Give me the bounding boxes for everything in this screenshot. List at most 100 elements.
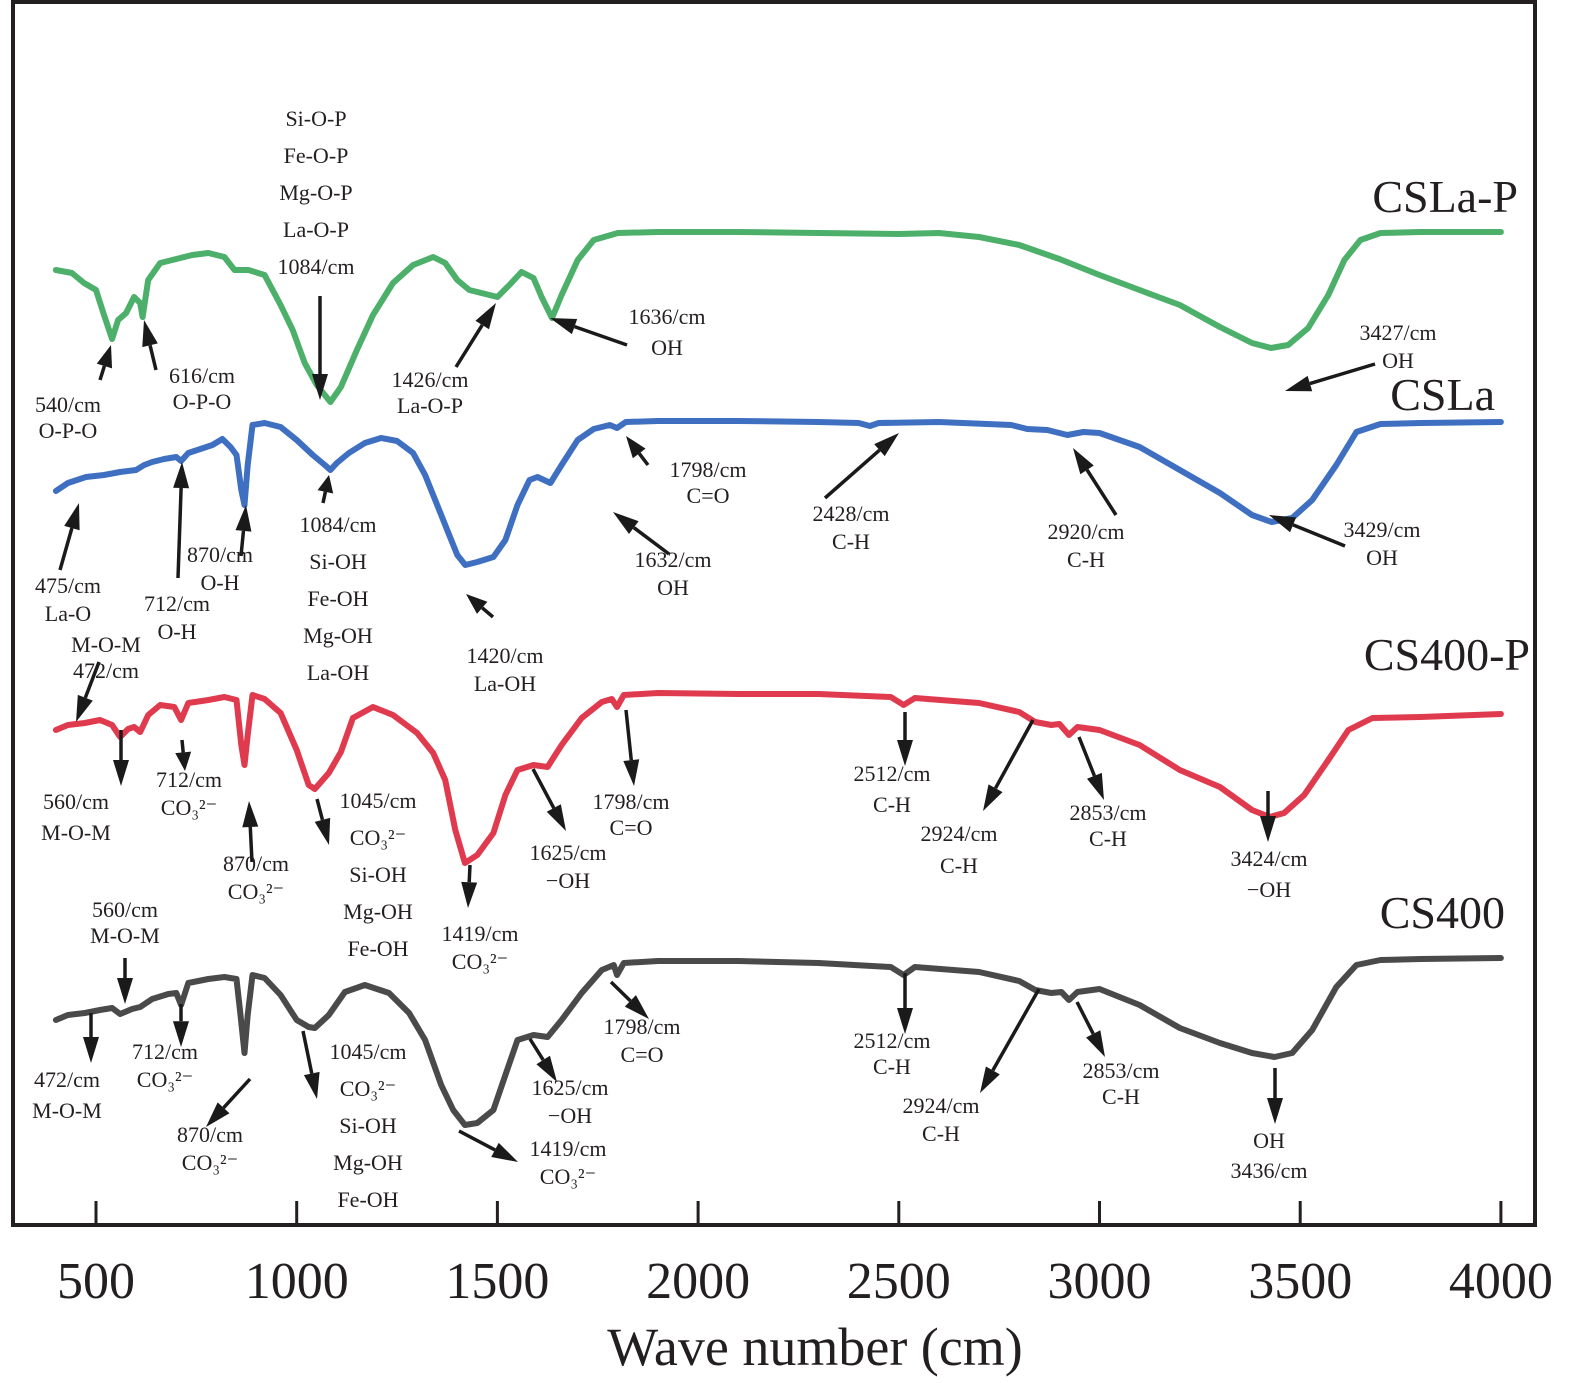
arrow-shaft xyxy=(98,365,107,381)
annotation-text: 3427/cm xyxy=(1360,320,1437,345)
annotation-text: 3429/cm xyxy=(1344,517,1421,542)
arrow-shaft xyxy=(632,526,671,556)
arrow-head-icon xyxy=(117,978,133,1004)
annotation-1419: 1419/cm CO₃²⁻ xyxy=(458,1129,607,1189)
annotation-text: C=O xyxy=(687,483,730,508)
annotation-560: 560/cmM-O-M xyxy=(90,897,160,1004)
annotation-text: 3424/cm xyxy=(1231,846,1308,871)
annotation-text: M-O-M xyxy=(32,1098,102,1123)
annotation-text: 472/cm xyxy=(34,1067,100,1092)
annotation-text: 1419/cm xyxy=(530,1136,607,1161)
arrow-head-icon xyxy=(624,995,649,1019)
annotation-text: 1045/cm xyxy=(340,788,417,813)
annotation-text: Mg-O-P xyxy=(279,180,352,205)
arrow-head-icon xyxy=(897,1008,913,1034)
annotation-text: 3436/cm xyxy=(1231,1158,1308,1183)
annotation-text: Fe-OH xyxy=(307,586,368,611)
arrow-head-icon xyxy=(206,1102,230,1127)
arrow-head-icon xyxy=(142,320,158,348)
annotation-text: 560/cm xyxy=(92,897,158,922)
annotation-text: 712/cm xyxy=(144,591,210,616)
annotation-text: CO₃²⁻ xyxy=(350,825,406,850)
annotation-text: −OH xyxy=(548,1103,592,1128)
arrow-shaft xyxy=(624,709,634,761)
annotation-text: 1636/cm xyxy=(629,304,706,329)
annotation-text: 1632/cm xyxy=(635,547,712,572)
annotation-text: 1625/cm xyxy=(532,1075,609,1100)
annotation-text: 1798/cm xyxy=(670,457,747,482)
plot-border xyxy=(11,0,1537,1227)
annotation-1045: 1045/cm CO₃²⁻ Si-OH Mg-OH Fe-OH xyxy=(301,1030,407,1212)
annotation-1625: 1625/cm −OH xyxy=(530,768,607,893)
annotation-text: 1084/cm xyxy=(300,512,377,537)
annotation-1045: 1045/cm CO₃²⁻ Si-OH Mg-OH Fe-OH xyxy=(314,788,417,961)
arrow-head-icon xyxy=(317,475,334,494)
annotation-text: O-H xyxy=(157,619,196,644)
annotation-1798: 1798/cmC=O xyxy=(593,709,670,840)
arrow-shaft xyxy=(315,798,325,821)
annotation-text: 2512/cm xyxy=(854,1028,931,1053)
arrow-shaft xyxy=(301,1030,314,1074)
annotation-text: Si-OH xyxy=(339,1113,397,1138)
annotation-text: 2924/cm xyxy=(921,821,998,846)
annotation-712: 712/cm CO₃²⁻ xyxy=(132,1004,198,1092)
annotation-text: CO₃²⁻ xyxy=(540,1164,596,1189)
x-tick-label: 1500 xyxy=(445,1253,549,1310)
annotation-1636: 1636/cm OH xyxy=(550,304,706,360)
annotation-text: M-O-M xyxy=(90,923,160,948)
arrow-head-icon xyxy=(980,1066,1000,1093)
annotation-text: Mg-OH xyxy=(343,899,413,924)
annotation-text: 2428/cm xyxy=(813,501,890,526)
series-label: CS400-P xyxy=(1364,629,1530,680)
arrow-head-icon xyxy=(64,503,80,531)
annotation-1798: 1798/cmC=O xyxy=(626,436,747,508)
annotation-616: 616/cmO-P-O xyxy=(142,320,235,414)
annotation-3429: 3429/cm OH xyxy=(1269,515,1421,570)
arrow-head-icon xyxy=(175,751,192,771)
arrow-head-icon xyxy=(1285,375,1313,392)
x-tick-label: 3000 xyxy=(1048,1253,1152,1310)
annotation-text: 475/cm xyxy=(35,573,101,598)
arrow-shaft xyxy=(481,606,495,619)
annotation-1419: 1419/cm CO₃²⁻ xyxy=(442,864,519,974)
annotation-text: CO₃²⁻ xyxy=(182,1150,238,1175)
annotation-text: C-H xyxy=(873,792,911,817)
annotation-text: C-H xyxy=(922,1121,960,1146)
arrow-head-icon xyxy=(235,505,252,532)
x-tick-label: 3500 xyxy=(1248,1253,1352,1310)
arrow-shaft xyxy=(1292,523,1346,548)
annotation-text: C-H xyxy=(873,1054,911,1079)
annotation-540: 540/cmO-P-O xyxy=(35,345,113,443)
arrow-shaft xyxy=(454,324,484,368)
annotation-3427: 3427/cm OH xyxy=(1285,320,1437,392)
arrow-head-icon xyxy=(1260,816,1276,842)
annotation-text: La-O-P xyxy=(397,393,463,418)
arrow-head-icon xyxy=(312,374,328,400)
arrow-head-icon xyxy=(897,740,913,766)
arrow-head-icon xyxy=(1086,772,1104,800)
annotation-text: 870/cm xyxy=(223,851,289,876)
arrow-shaft xyxy=(637,452,650,467)
x-tick-label: 500 xyxy=(57,1253,135,1310)
arrow-shaft xyxy=(458,1129,496,1152)
arrow-shaft xyxy=(1075,1001,1095,1035)
annotation-1084: Si-O-P Fe-O-P Mg-O-P La-O-P 1084/cm xyxy=(278,106,355,400)
arrow-head-icon xyxy=(546,804,566,831)
annotation-text: OH xyxy=(657,575,689,600)
arrow-shaft xyxy=(531,768,556,809)
annotation-text: −OH xyxy=(1247,877,1291,902)
annotation-text: 2512/cm xyxy=(854,761,931,786)
annotation-text: 540/cm xyxy=(35,392,101,417)
annotation-text: OH xyxy=(1366,545,1398,570)
annotation-text: CO₃²⁻ xyxy=(137,1067,193,1092)
series-labels: CSLa-P CSLa CS400-P CS400 xyxy=(1364,171,1530,938)
arrow-shaft xyxy=(467,864,472,883)
annotation-2512: 2512/cm C-H xyxy=(854,712,931,817)
annotation-2924: 2924/cm C-H xyxy=(921,719,1035,878)
annotation-text: 1798/cm xyxy=(593,789,670,814)
annotation-text: 1045/cm xyxy=(330,1039,407,1064)
annotation-text: CO₃²⁻ xyxy=(228,879,284,904)
annotation-text: 1419/cm xyxy=(442,921,519,946)
annotation-text: C=O xyxy=(610,815,653,840)
